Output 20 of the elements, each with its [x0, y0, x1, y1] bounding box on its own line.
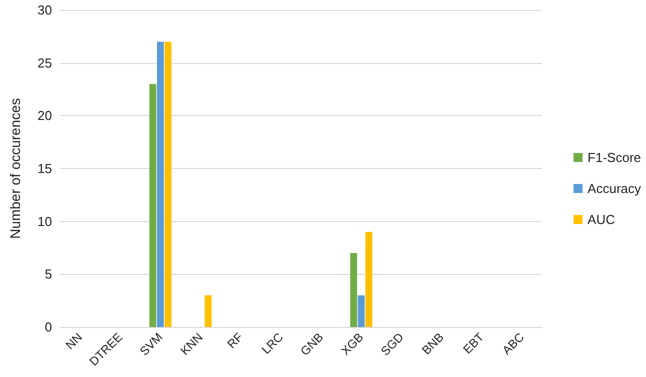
x-tick-label: RF — [224, 330, 246, 352]
legend-label: AUC — [588, 212, 615, 227]
bar — [156, 42, 164, 327]
y-tick-label: 20 — [38, 108, 52, 124]
bar — [365, 232, 372, 327]
y-axis-title: Number of occurences — [7, 98, 23, 239]
bar — [204, 295, 212, 327]
y-tick-label: 5 — [44, 266, 52, 282]
bar — [149, 84, 156, 327]
x-tick-label: NN — [62, 330, 86, 352]
bar — [358, 295, 365, 327]
y-tick-label: 10 — [38, 214, 52, 229]
y-tick-label: 0 — [44, 320, 52, 334]
bar — [350, 253, 358, 327]
bar — [164, 42, 172, 327]
legend-label: Accuracy — [588, 181, 642, 196]
y-tick-label: 25 — [38, 55, 52, 70]
y-tick-label: 15 — [38, 161, 52, 176]
y-tick-label: 30 — [38, 2, 52, 18]
legend-label: F1-Score — [588, 150, 642, 165]
